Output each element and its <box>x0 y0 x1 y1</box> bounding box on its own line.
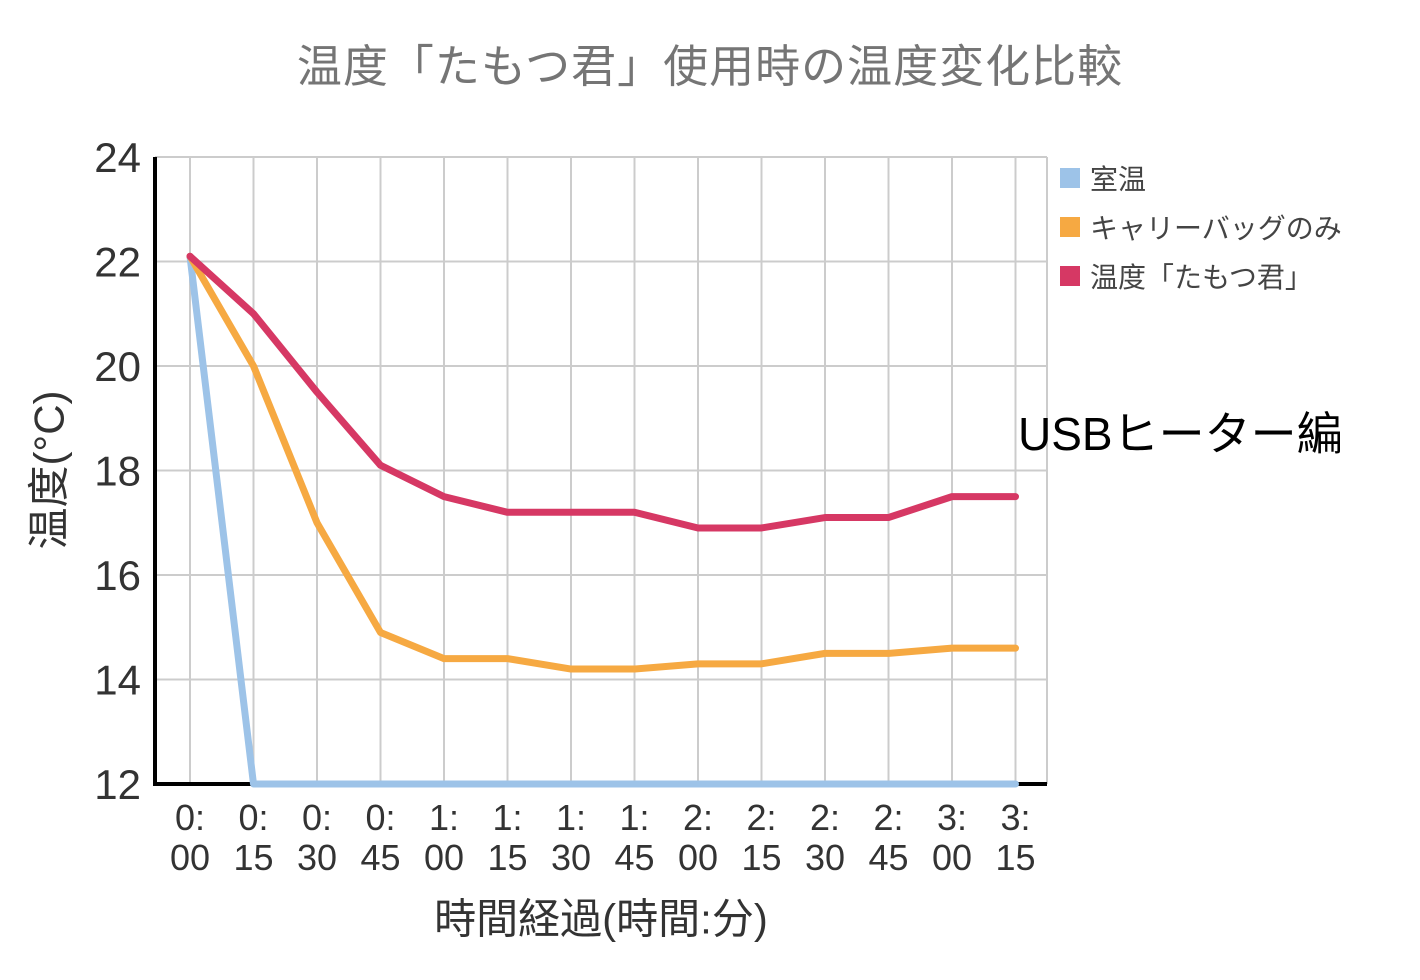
x-tick-label-minute: 00 <box>932 837 972 878</box>
x-tick-label-hour: 2: <box>873 797 903 838</box>
x-tick-label-hour: 2: <box>683 797 713 838</box>
x-tick-label-hour: 3: <box>937 797 967 838</box>
x-tick-label-minute: 15 <box>487 837 527 878</box>
x-tick-label-hour: 1: <box>492 797 522 838</box>
legend-label-room-temp: 室温 <box>1090 164 1147 195</box>
legend-item-tamotsu-kun: 温度「たもつ君」 <box>1060 256 1342 296</box>
legend-swatch-tamotsu-kun <box>1060 266 1080 286</box>
x-tick-label-minute: 30 <box>805 837 845 878</box>
x-tick-label-hour: 1: <box>619 797 649 838</box>
x-axis-title: 時間経過(時間:分) <box>434 895 768 943</box>
legend-item-carry-bag-only: キャリーバッグのみ <box>1060 207 1342 247</box>
legend-item-room-temp: 室温 <box>1060 158 1342 198</box>
x-tick-label-hour: 0: <box>175 797 205 838</box>
legend-label-tamotsu-kun: 温度「たもつ君」 <box>1090 262 1313 293</box>
x-tick-label-hour: 0: <box>302 797 332 838</box>
x-tick-label-minute: 00 <box>424 837 464 878</box>
x-tick-label-minute: 45 <box>360 837 400 878</box>
x-tick-label-minute: 15 <box>741 837 781 878</box>
x-tick-label-minute: 00 <box>678 837 718 878</box>
y-tick-label: 18 <box>94 448 141 495</box>
series-line-1 <box>186 252 1019 673</box>
x-tick-label-hour: 2: <box>810 797 840 838</box>
x-tick-label-hour: 1: <box>429 797 459 838</box>
x-tick-label-hour: 0: <box>238 797 268 838</box>
y-tick-label: 16 <box>94 552 141 599</box>
x-tick-label-minute: 30 <box>551 837 591 878</box>
x-tick-label-minute: 15 <box>995 837 1035 878</box>
y-tick-label: 22 <box>94 239 141 286</box>
series-line-0 <box>186 252 1019 788</box>
legend-swatch-room-temp <box>1060 168 1080 188</box>
x-tick-label-hour: 1: <box>556 797 586 838</box>
legend-swatch-carry-bag-only <box>1060 217 1080 237</box>
x-tick-label-hour: 2: <box>746 797 776 838</box>
x-tick-label-hour: 3: <box>1000 797 1030 838</box>
y-tick-label: 14 <box>94 657 141 704</box>
y-tick-label: 24 <box>94 134 141 181</box>
legend-label-carry-bag-only: キャリーバッグのみ <box>1090 213 1342 244</box>
x-tick-label-minute: 30 <box>297 837 337 878</box>
y-tick-label: 12 <box>94 761 141 808</box>
y-tick-label: 20 <box>94 343 141 390</box>
x-tick-label-minute: 45 <box>614 837 654 878</box>
x-tick-label-minute: 00 <box>170 837 210 878</box>
x-tick-label-minute: 45 <box>868 837 908 878</box>
chart-title: 温度「たもつ君」使用時の温度変化比較 <box>296 41 1124 92</box>
x-tick-label-hour: 0: <box>365 797 395 838</box>
x-tick-label-minute: 15 <box>233 837 273 878</box>
chart-legend: 室温 キャリーバッグのみ 温度「たもつ君」 <box>1060 158 1342 305</box>
annotation-usb-heater: USBヒーター編 <box>1018 408 1343 460</box>
series-line-2 <box>186 252 1019 532</box>
